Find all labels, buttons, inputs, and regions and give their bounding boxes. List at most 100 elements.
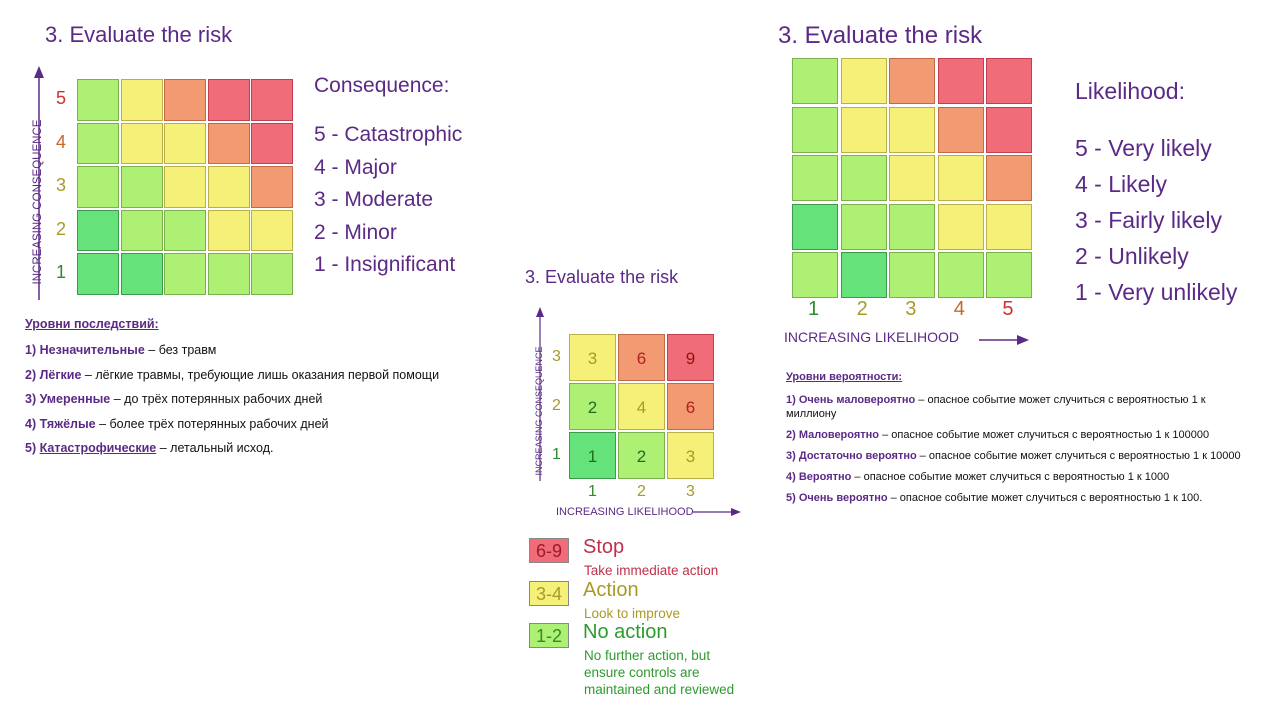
matrix-cell — [207, 166, 250, 208]
matrix-cell — [164, 79, 206, 121]
right-ru-heading: Уровни вероятности: — [786, 371, 903, 383]
right-legend-item: 4 - Likely — [1075, 171, 1168, 197]
ru-item-number: 2) — [786, 429, 799, 441]
ru-item-term: Лёгкие — [39, 367, 82, 382]
matrix-cell — [986, 155, 1033, 202]
matrix-cell — [207, 122, 250, 164]
right-legend-heading: Likelihood: — [1075, 78, 1185, 104]
ru-item: 3) Умеренные – до трёх потерянных рабочи… — [25, 387, 439, 412]
right-legend-list: 5 - Very likely 4 - Likely 3 - Fairly li… — [1075, 130, 1237, 310]
right-legend-item: 1 - Very unlikely — [1075, 279, 1238, 305]
matrix-cell — [120, 253, 163, 295]
ru-item-desc: – опасное событие может случиться с веро… — [887, 492, 1203, 504]
matrix-cell — [207, 79, 250, 121]
ru-item: 4) Тяжёлые – более трёх потерянных рабоч… — [25, 412, 439, 437]
matrix-cell — [251, 166, 293, 208]
matrix-cell — [77, 166, 119, 208]
right-axis-arrow — [979, 335, 1029, 345]
key-description: Take immediate action — [584, 563, 719, 578]
ru-item-number: 3) — [786, 450, 799, 462]
ru-item-number: 4) — [786, 471, 799, 483]
matrix-cell — [840, 106, 887, 153]
matrix-cell — [937, 155, 984, 202]
ru-item-number: 1) — [786, 394, 799, 406]
row-number: 2 — [56, 218, 67, 239]
ru-item: 4) Вероятно – опасное событие может случ… — [786, 470, 1256, 484]
matrix-cell: 6 — [667, 383, 714, 430]
matrix-cell — [251, 253, 293, 295]
ru-item-term: Очень вероятно — [798, 492, 888, 504]
matrix-cell — [77, 253, 119, 295]
left-ru-heading: Уровни последствий: — [25, 317, 159, 331]
matrix-cell — [986, 203, 1033, 250]
left-legend-item: 4 - Major — [314, 155, 397, 179]
key-range-box: 1-2 — [529, 623, 569, 648]
ru-item-desc: – более трёх потерянных рабочих дней — [95, 416, 329, 431]
col-number: 5 — [1002, 298, 1014, 320]
ru-item: 1) Незначительные – без травм — [25, 338, 439, 363]
matrix-cell — [120, 209, 163, 251]
left-legend-item: 5 - Catastrophic — [314, 123, 463, 146]
ru-item-desc: – лёгкие травмы, требующие лишь оказания… — [81, 367, 440, 382]
matrix-cell — [792, 155, 838, 202]
left-legend-item: 1 - Insignificant — [314, 253, 456, 276]
matrix-cell — [207, 209, 250, 251]
center-y-axis-label: INCREASING CONSEQUENCE — [534, 346, 544, 476]
left-legend-item: 3 - Moderate — [314, 188, 434, 211]
matrix-cell — [251, 79, 293, 121]
row-number: 1 — [552, 446, 561, 463]
matrix-cell — [840, 58, 887, 104]
matrix-cell — [986, 106, 1033, 153]
row-number: 3 — [56, 175, 67, 195]
right-legend-item: 3 - Fairly likely — [1075, 207, 1222, 233]
ru-item-desc: – опасное событие может случиться с веро… — [851, 471, 1170, 483]
ru-item: 2) Лёгкие – лёгкие травмы, требующие лиш… — [25, 363, 439, 388]
matrix-cell: 1 — [569, 432, 616, 479]
left-title: 3. Evaluate the risk — [45, 22, 233, 47]
center-x-axis-arrow — [693, 508, 741, 516]
ru-item-term: Очень маловероятно — [798, 394, 916, 406]
right-legend-item: 2 - Unlikely — [1075, 243, 1189, 269]
right-ru-list: 1) Очень маловероятно – опасное событие … — [786, 393, 1256, 512]
matrix-cell — [207, 253, 250, 295]
key-range-box: 3-4 — [529, 581, 569, 606]
matrix-cell — [937, 203, 984, 250]
col-number: 1 — [808, 298, 820, 320]
right-title: 3. Evaluate the risk — [778, 22, 983, 49]
matrix-cell — [251, 209, 293, 251]
key-range-box: 6-9 — [529, 538, 569, 563]
ru-item-number: 1) — [25, 343, 40, 357]
ru-item: 2) Маловероятно – опасное событие может … — [786, 428, 1256, 442]
ru-item-desc: – опасное событие может случиться с веро… — [879, 429, 1210, 441]
key-title: Stop — [583, 536, 625, 558]
matrix-cell: 3 — [667, 432, 714, 479]
ru-item-number: 5) — [25, 441, 40, 455]
matrix-cell — [251, 122, 293, 164]
center-title: 3. Evaluate the risk — [525, 267, 679, 287]
matrix-cell — [792, 106, 838, 153]
ru-item-desc: – до трёх потерянных рабочих дней — [110, 392, 323, 406]
matrix-cell — [889, 106, 936, 153]
matrix-cell: 6 — [618, 334, 665, 381]
matrix-cell: 2 — [569, 383, 616, 430]
matrix-cell — [937, 252, 984, 299]
right-axis-label: INCREASING LIKELIHOOD — [784, 329, 960, 345]
left-ru-list: 1) Незначительные – без травм 2) Лёгкие –… — [25, 338, 439, 461]
ru-item-term: Маловероятно — [798, 429, 880, 441]
matrix-cell — [889, 203, 936, 250]
ru-item: 5) Очень вероятно – опасное событие може… — [786, 491, 1256, 505]
matrix-cell — [889, 155, 936, 202]
matrix-cell — [889, 252, 936, 299]
right-legend-item: 5 - Very likely — [1075, 135, 1212, 161]
matrix-cell — [792, 252, 838, 299]
col-number: 3 — [905, 298, 917, 320]
matrix-cell — [164, 253, 206, 295]
matrix-cell — [937, 58, 984, 104]
ru-item-term: Тяжёлые — [39, 416, 96, 431]
row-number: 5 — [56, 88, 67, 108]
ru-item: 1) Очень маловероятно – опасное событие … — [786, 393, 1256, 421]
matrix-cell — [937, 106, 984, 153]
col-number: 2 — [637, 483, 646, 500]
matrix-cell: 9 — [667, 334, 714, 381]
row-number: 2 — [552, 397, 561, 414]
